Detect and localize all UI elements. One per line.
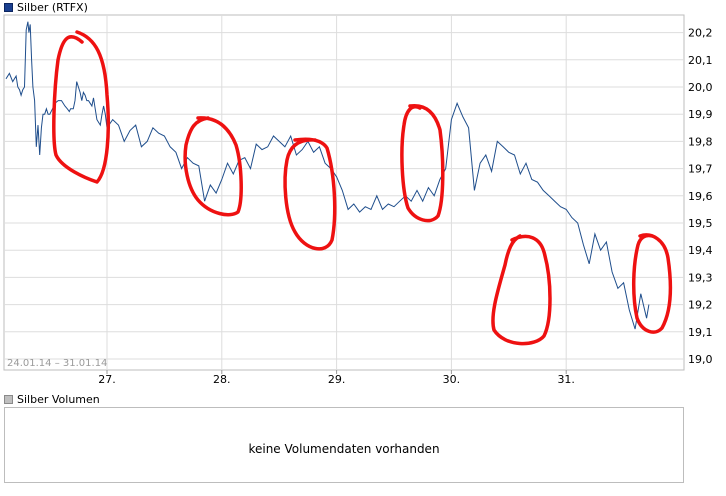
annotation-circle-4	[400, 103, 445, 223]
annotation-circle-5	[491, 234, 552, 346]
date-range-label: 24.01.14 – 31.01.14	[7, 358, 107, 369]
x-tick-label: 27.	[98, 373, 116, 386]
y-tick-label: 20,1	[688, 54, 713, 67]
y-tick-label: 19,3	[688, 271, 713, 284]
y-tick-label: 19,8	[688, 135, 713, 148]
y-tick-label: 19,9	[688, 108, 713, 121]
x-tick-label: 29.	[328, 373, 346, 386]
annotation-circle-2	[183, 116, 243, 217]
y-tick-label: 20,0	[688, 81, 713, 94]
plot-area	[3, 14, 685, 371]
y-tick-label: 19,1	[688, 326, 713, 339]
annotation-circle-1	[52, 30, 110, 184]
x-tick-label: 28.	[213, 373, 231, 386]
x-tick-label: 30.	[443, 373, 461, 386]
volume-legend: Silber Volumen	[4, 393, 100, 406]
y-tick-label: 19,0	[688, 353, 713, 366]
volume-legend-label: Silber Volumen	[17, 393, 100, 406]
volume-empty-message: keine Volumendaten vorhanden	[248, 442, 440, 456]
y-tick-label: 19,5	[688, 217, 713, 230]
annotation-circle-6	[631, 233, 673, 334]
volume-legend-swatch	[4, 395, 13, 404]
grid-lines	[4, 15, 684, 374]
y-tick-label: 19,2	[688, 299, 713, 312]
red-annotations	[52, 30, 673, 346]
annotation-circle-3	[283, 137, 337, 251]
y-axis-labels: 20,2 20,1 20,0 19,9 19,8 19,7 19,6 19,5 19,4 19,3…	[688, 27, 713, 366]
y-tick-label: 19,6	[688, 190, 713, 203]
y-tick-label: 19,7	[688, 163, 713, 176]
y-tick-label: 19,4	[688, 244, 713, 257]
price-chart: 20,2 20,1 20,0 19,9 19,8 19,7 19,6 19,5 19,4 19,3…	[3, 14, 713, 386]
price-legend-label: Silber (RTFX)	[17, 1, 88, 14]
x-tick-label: 31.	[557, 373, 575, 386]
price-legend: Silber (RTFX)	[4, 1, 88, 14]
volume-panel: keine Volumendaten vorhanden	[4, 407, 684, 483]
price-line	[5, 21, 650, 330]
x-axis-labels: 27. 28. 29. 30. 31.	[98, 373, 575, 386]
y-tick-label: 20,2	[688, 27, 713, 40]
price-legend-swatch	[4, 3, 13, 12]
